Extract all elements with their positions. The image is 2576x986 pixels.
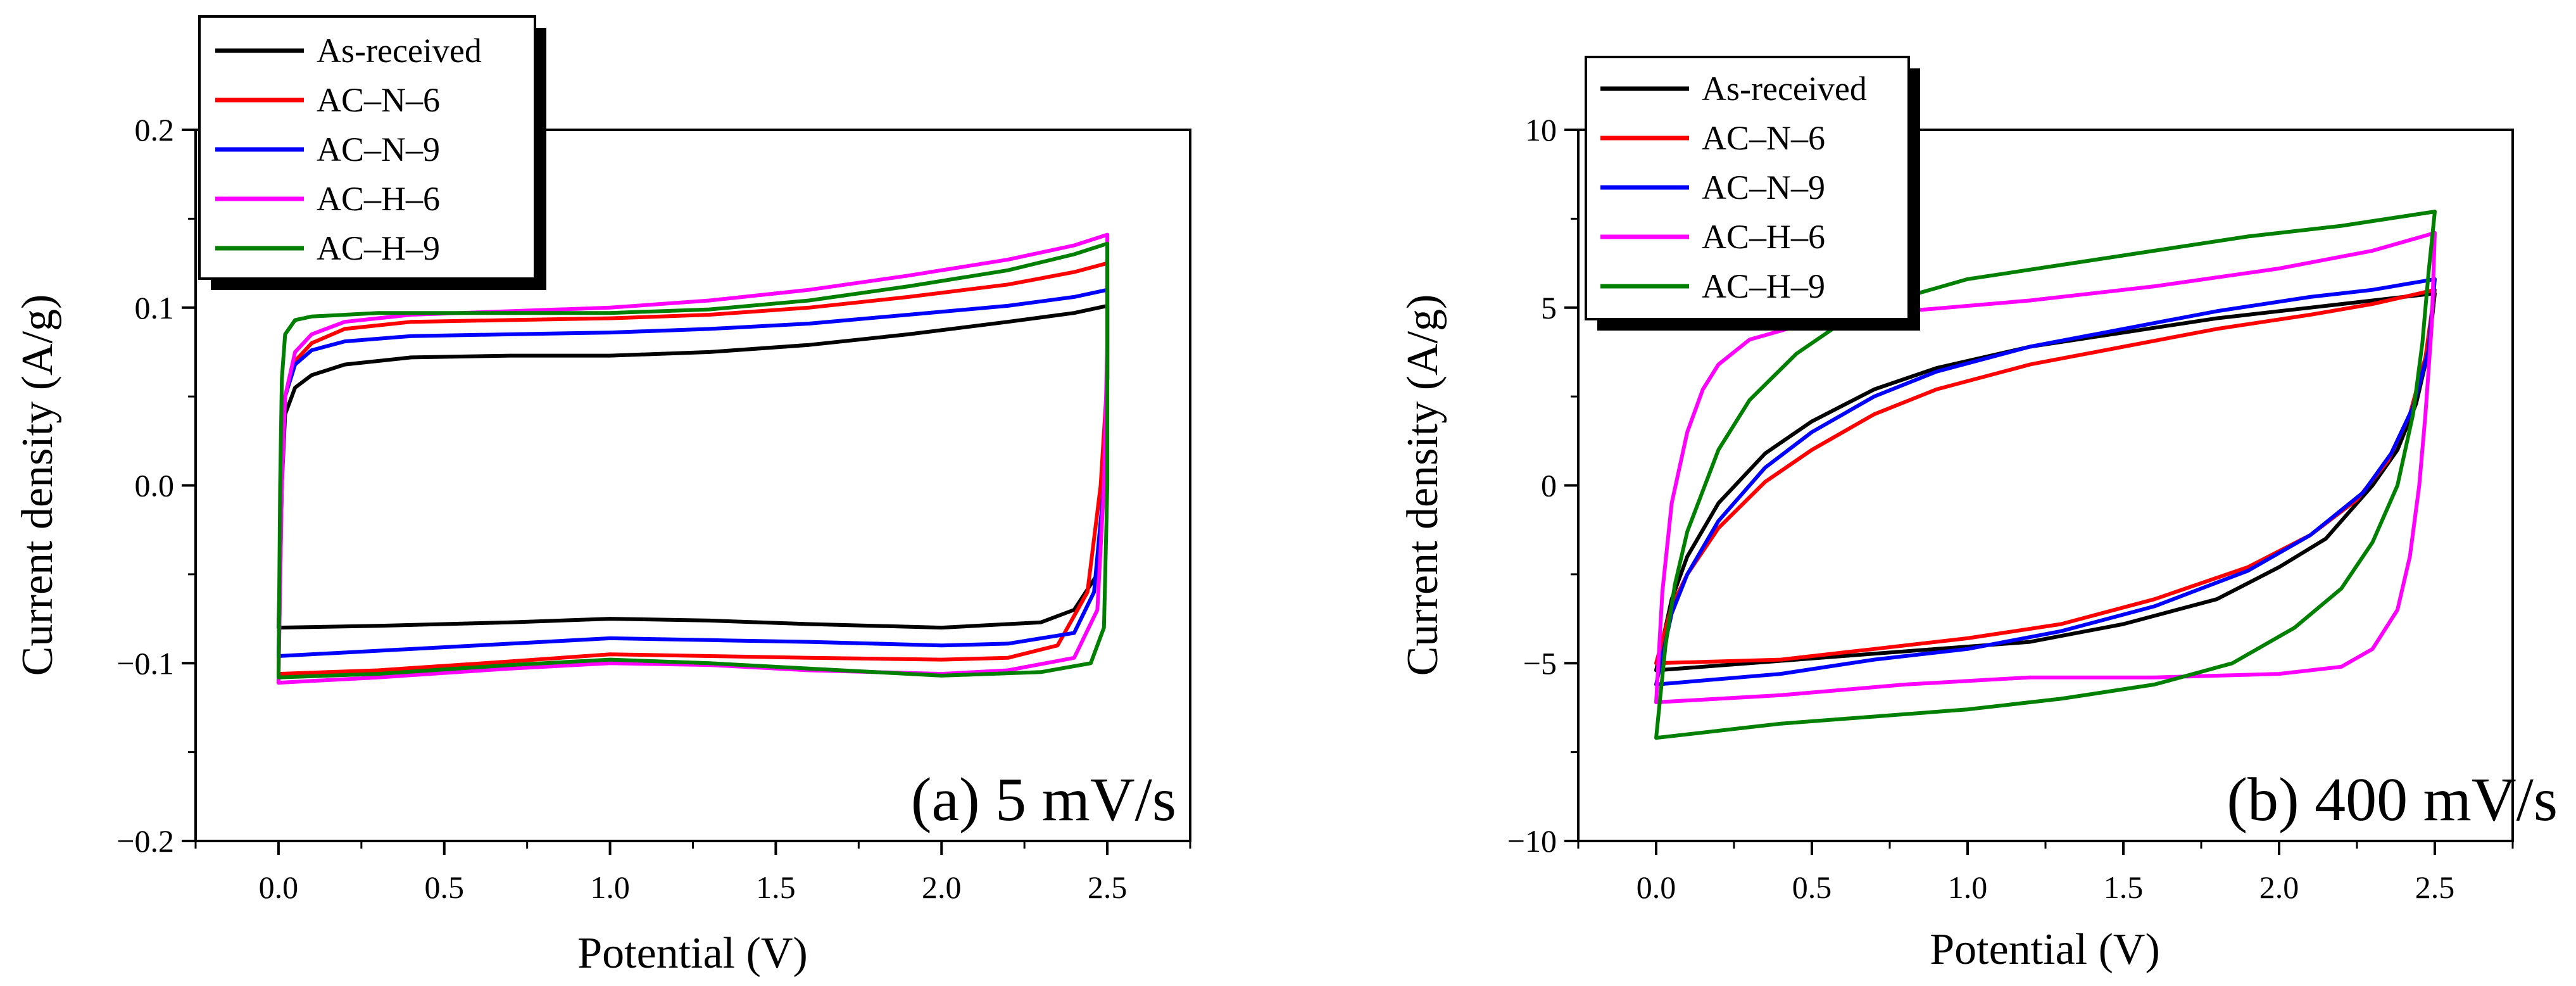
chart-panel-b: 0.0 0.5 1.0 1.5 2.0 2.5 −10 −5 0 5 10 (b) 400 mV/s… [1398, 56, 2558, 974]
series-line-AC–N–9 [1654, 277, 2437, 686]
y-tick-label: 5 [1541, 290, 1557, 326]
x-tick-label: 1.0 [1948, 869, 1988, 905]
legend-label: AC–H–6 [1702, 218, 1825, 256]
y-tick-label: 0 [1541, 468, 1557, 503]
legend-label: AC–N–6 [317, 81, 440, 119]
x-axis-label-a: Potential (V) [577, 929, 808, 978]
y-tick-label: −0.2 [116, 823, 174, 859]
panel-label-a: (a) 5 mV/s [911, 766, 1176, 834]
panel-label-b: (b) 400 mV/s [2227, 766, 2558, 834]
x-tick-label: 0.5 [1792, 869, 1832, 905]
legend-label: As-received [1702, 70, 1867, 108]
legend-label: As-received [317, 32, 482, 70]
y-axis-label-a: Current density (A/g) [13, 294, 62, 676]
legend-label: AC–N–6 [1702, 119, 1825, 157]
legend-label: AC–N–9 [1702, 168, 1825, 206]
series-layer-a [276, 232, 1110, 685]
y-tick-label: 0.0 [135, 468, 175, 503]
legend-b: As-received AC–N–6 AC–N–9 AC–H–6 AC–H–9 [1585, 56, 1920, 331]
chart-panel-a: 0.0 0.5 1.0 1.5 2.0 2.5 −0.2 −0.1 0.0 0.1 0.2 (a) … [13, 15, 1191, 978]
y-tick-label: −5 [1523, 645, 1557, 681]
y-tick-label: −0.1 [116, 645, 174, 681]
x-tick-label: 2.0 [922, 869, 962, 905]
tick-layer-a: 0.0 0.5 1.0 1.5 2.0 2.5 −0.2 −0.1 0.0 0.1 0.2 [116, 112, 1191, 905]
legend-a: As-received AC–N–6 AC–N–9 AC–H–6 AC–H–9 [198, 15, 546, 290]
legend-label: AC–H–6 [317, 180, 440, 218]
x-tick-label: 2.5 [1088, 869, 1128, 905]
legend-items-a: As-received AC–N–6 AC–N–9 AC–H–6 AC–H–9 [215, 32, 482, 267]
x-tick-label: 1.5 [2104, 869, 2144, 905]
tick-layer-b: 0.0 0.5 1.0 1.5 2.0 2.5 −10 −5 0 5 10 [1507, 112, 2514, 905]
x-tick-label: 1.0 [590, 869, 630, 905]
series-line-As-received [276, 303, 1110, 630]
legend-items-b: As-received AC–N–6 AC–N–9 AC–H–6 AC–H–9 [1600, 70, 1867, 305]
x-tick-label: 0.5 [425, 869, 465, 905]
y-tick-label: 10 [1525, 112, 1557, 148]
x-tick-label: 0.0 [1637, 869, 1676, 905]
legend-label: AC–N–9 [317, 130, 440, 168]
x-tick-label: 2.5 [2415, 869, 2455, 905]
series-line-AC–N–6 [276, 261, 1110, 676]
series-line-AC–N–6 [1654, 288, 2437, 666]
legend-label: AC–H–9 [317, 229, 440, 267]
series-line-AC–H–6 [1654, 231, 2437, 704]
x-axis-label-b: Potential (V) [1930, 925, 2160, 974]
series-line-AC–N–9 [276, 288, 1110, 658]
y-axis-label-b: Current density (A/g) [1398, 294, 1447, 676]
y-tick-label: 0.1 [135, 290, 175, 326]
x-tick-label: 2.0 [2259, 869, 2299, 905]
y-tick-label: −10 [1507, 823, 1557, 859]
legend-label: AC–H–9 [1702, 267, 1825, 305]
series-layer-b [1654, 210, 2437, 740]
y-tick-label: 0.2 [135, 112, 175, 148]
series-line-AC–H–9 [276, 241, 1110, 679]
x-tick-label: 1.5 [756, 869, 796, 905]
series-line-AC–H–9 [1654, 210, 2437, 740]
x-tick-label: 0.0 [259, 869, 299, 905]
